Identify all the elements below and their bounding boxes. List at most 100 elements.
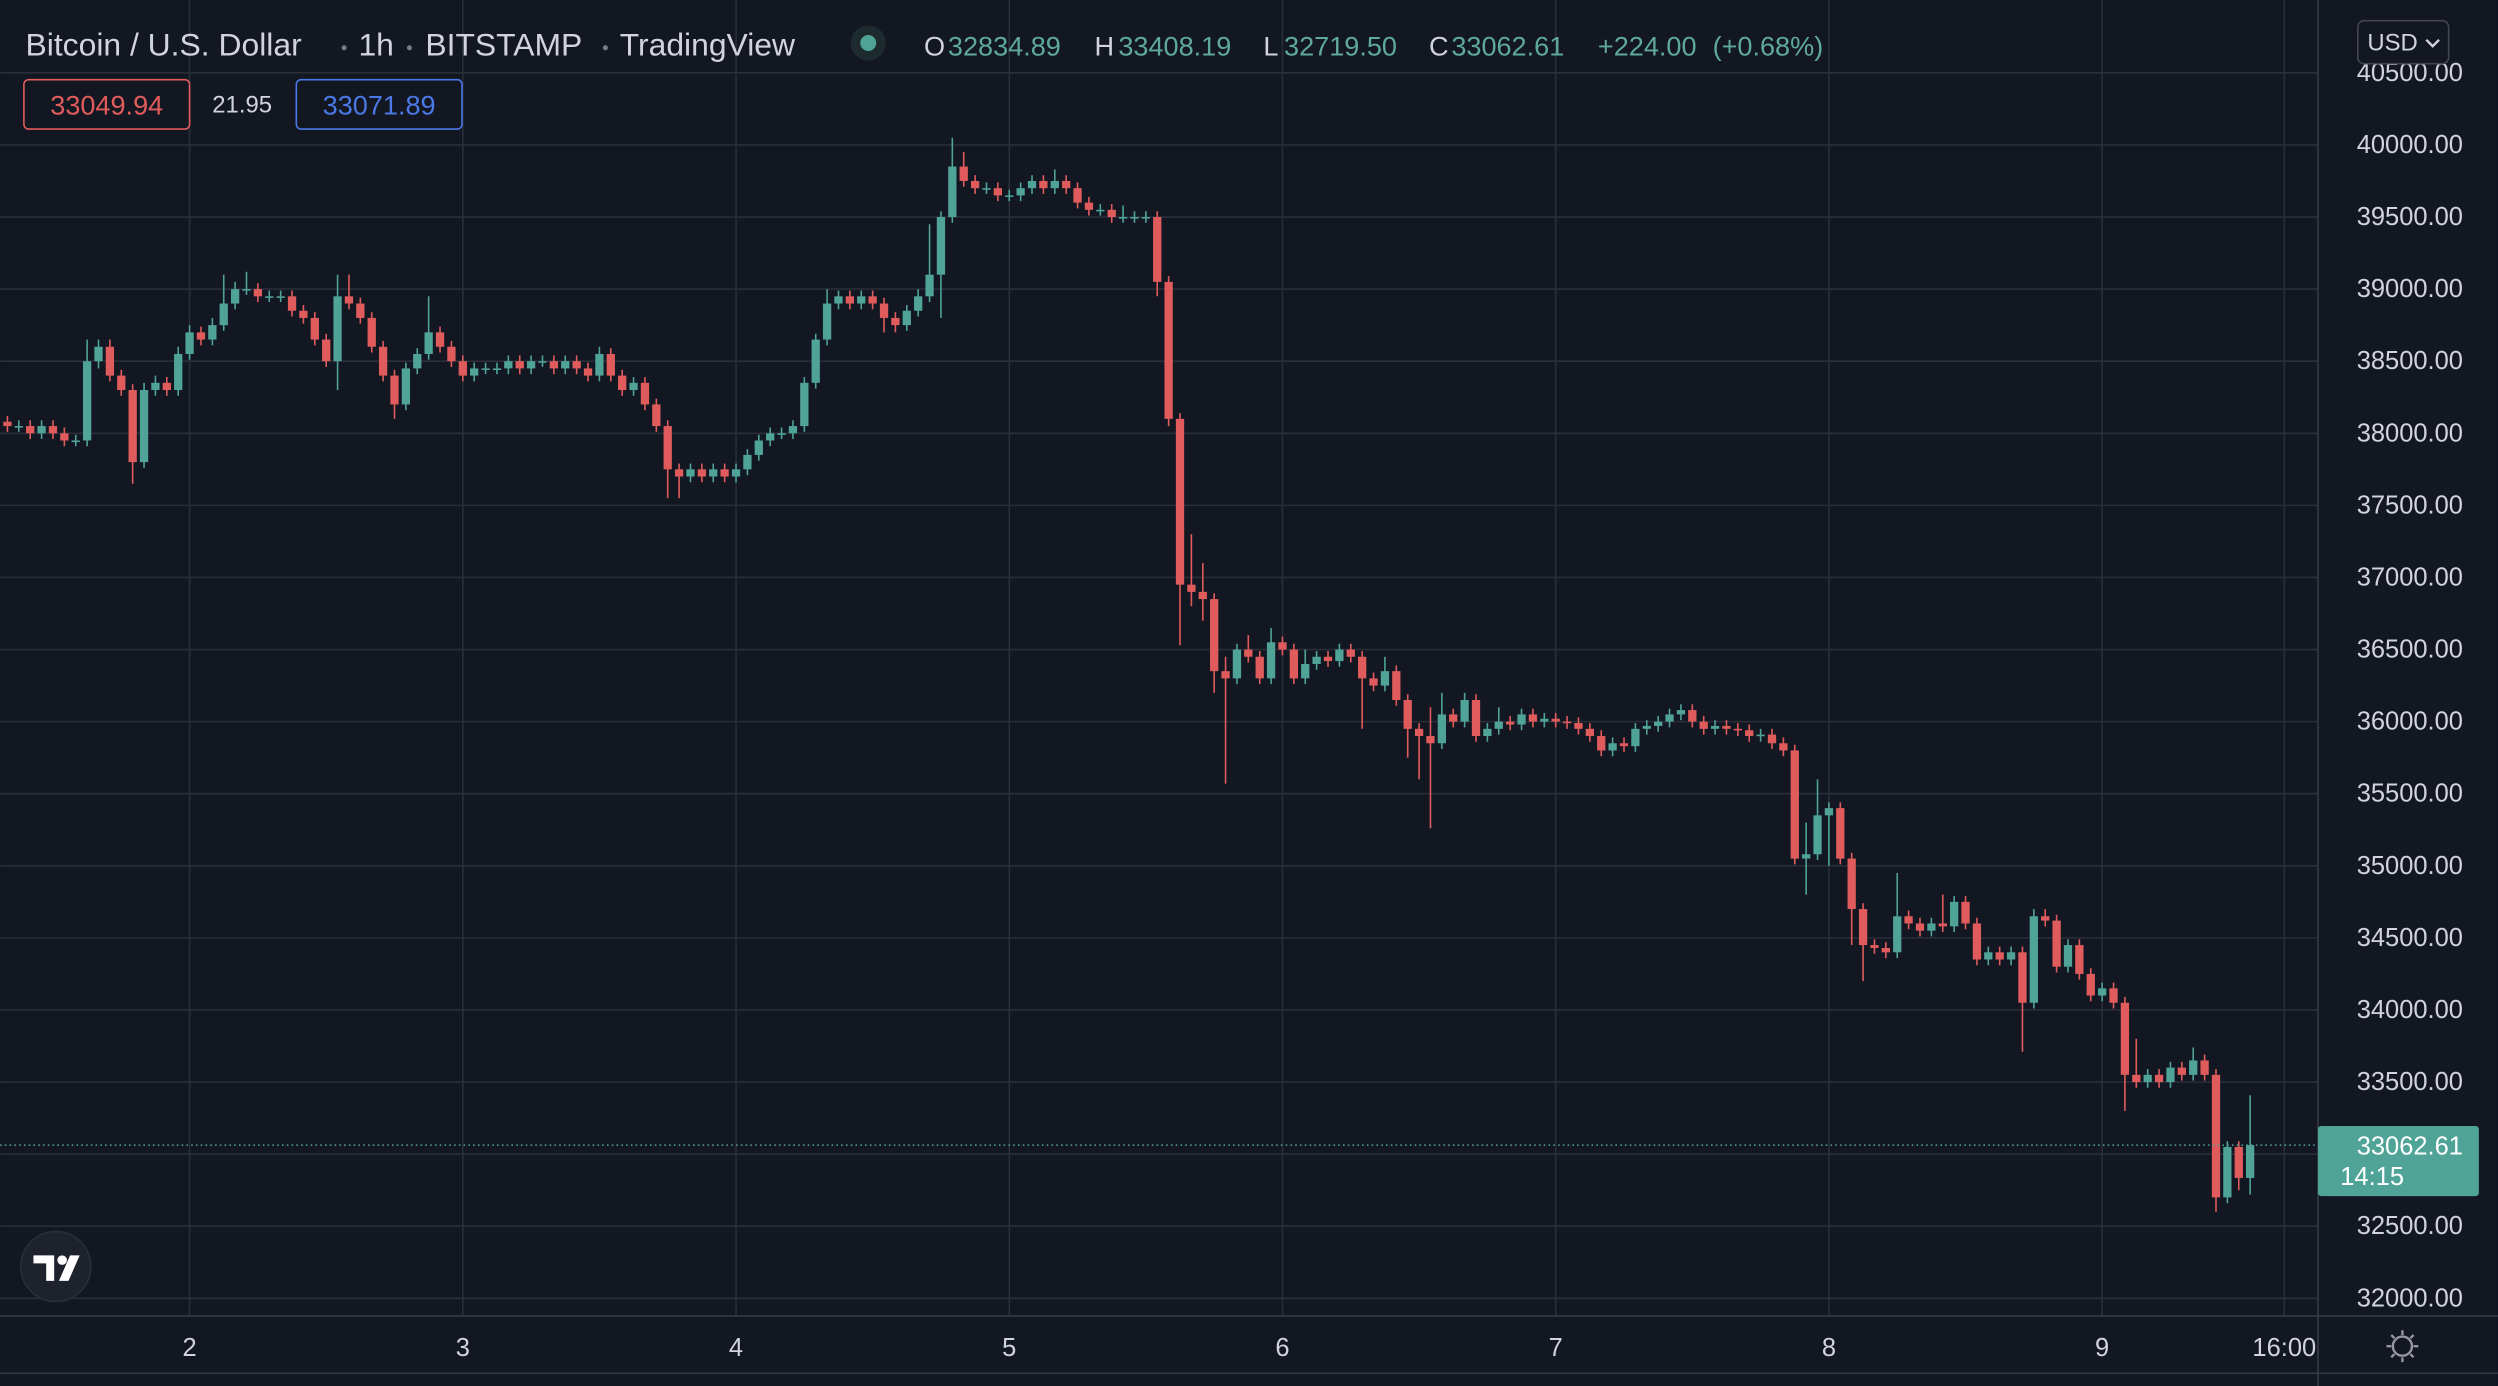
ohlc-key: H [1094,31,1114,62]
candle-body [515,361,524,369]
candle-body [2132,1074,2141,1083]
candle-body [2041,916,2050,921]
candle-body [1471,699,1481,737]
y-tick-label: 33500.00 [2357,1068,2463,1096]
candle-body [1597,736,1606,751]
candle-body [948,166,957,218]
source: TradingView [620,27,796,63]
change: +224.00 [1598,31,1697,62]
candle-body [1665,714,1674,722]
logo-mark [57,1255,67,1265]
candle-body [1881,947,1890,953]
candle-body [1483,728,1492,737]
x-tick-label: 3 [456,1334,470,1362]
candle-body [1551,718,1560,722]
candle-body [2006,952,2016,960]
candle-body [572,361,581,369]
candle-body [1858,909,1868,946]
candle-body [1802,854,1811,859]
candle-body [2063,945,2073,967]
y-tick-label: 35000.00 [2357,852,2463,880]
currency[interactable]: USD [2367,30,2417,57]
candle-body [162,382,171,391]
candle-body [1540,718,1549,722]
candle-body [128,390,137,463]
candle-body [2211,1074,2221,1198]
candle-body [1676,710,1686,715]
candle-body [117,375,126,391]
candle-body [697,469,707,477]
y-tick-label: 36500.00 [2357,636,2463,664]
candle-body [2189,1060,2198,1075]
candle-body [3,421,12,427]
candle-body [333,296,342,362]
y-tick-label: 34000.00 [2357,996,2463,1024]
x-tick-label: 8 [1822,1334,1836,1362]
candle-body [936,217,946,275]
x-tick-label: 9 [2095,1334,2109,1362]
candle-body [1733,728,1742,731]
candle-body [1619,743,1629,747]
logo-mark [58,1255,80,1281]
candle-body [458,361,467,376]
candle-body [1790,750,1799,859]
candle-body [208,325,217,340]
candle-body [1164,281,1173,419]
gear[interactable] [2391,1335,2414,1357]
candle-body [1346,649,1355,657]
candle-body [1301,663,1310,679]
candle-body [640,382,650,405]
last-price-label: 33062.61 [2357,1133,2463,1161]
candle-body [1767,734,1777,744]
ask-box[interactable] [295,78,463,130]
y-tick-label: 39500.00 [2357,203,2463,231]
candle-body [1210,599,1219,672]
candle-body [71,440,80,443]
candle-body [26,426,35,434]
candle-body [1369,678,1378,686]
candle-body [390,375,399,405]
candle-body [686,469,695,477]
candle-body [2143,1074,2152,1083]
currency-button-frame[interactable] [2357,19,2450,65]
candle-body [435,332,445,347]
candle-body [618,375,627,391]
candle-body [367,317,376,347]
candle-body [1574,723,1583,729]
candle-body [1175,418,1185,585]
logo-badge[interactable] [19,1230,92,1303]
candle-body [1449,714,1458,722]
candle-body [2052,920,2061,967]
y-tick-label: 37000.00 [2357,563,2463,591]
candle-body [709,469,718,477]
candle-body [1016,188,1025,196]
candle-body [868,296,877,304]
logo[interactable] [19,1230,92,1303]
candle-body [731,469,741,477]
currency-button[interactable]: USD [2357,19,2450,65]
candle-body [1517,714,1526,725]
candle-body [2075,945,2084,974]
candle-body [663,426,672,470]
quote-boxes: 33049.94 21.95 33071.89 [23,78,463,130]
x-tick-label: 2 [182,1334,196,1362]
candle-body [1141,217,1151,219]
candle-body [1915,923,1925,931]
y-tick-label: 32000.00 [2357,1284,2463,1312]
candle-body [845,296,855,304]
ohlc-value: 33408.19 [1118,31,1231,62]
candle-body [902,310,911,326]
bid-price: 33049.94 [50,90,163,121]
candle-body [2223,1146,2232,1198]
candle-body [1437,714,1446,744]
candle-body [652,404,661,427]
candle-body [595,353,604,376]
candle-body [1756,734,1765,737]
candle-body [1278,642,1287,650]
candle-body [970,180,980,189]
candle-body [993,188,1003,196]
candle-body [1255,656,1264,679]
candle-body [1813,815,1822,855]
bid-box[interactable] [23,78,191,130]
